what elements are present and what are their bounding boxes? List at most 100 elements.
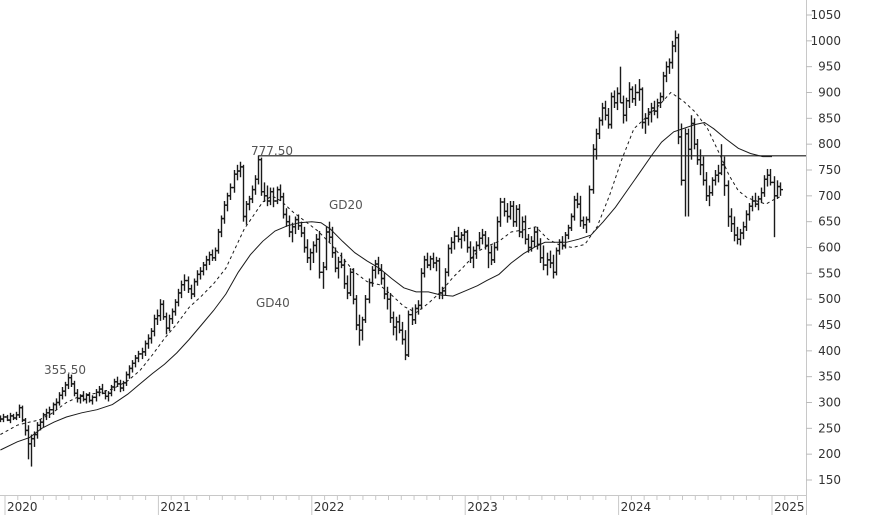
ohlc-bar bbox=[600, 102, 605, 126]
ohlc-bar bbox=[299, 221, 304, 238]
ohlc-bar bbox=[465, 229, 470, 253]
y-tick-label: 900 bbox=[818, 86, 841, 100]
x-tick-label: 2024 bbox=[621, 500, 652, 514]
y-tick-label: 1000 bbox=[810, 34, 841, 48]
ohlc-bar bbox=[198, 267, 203, 280]
ohlc-bar bbox=[133, 354, 138, 368]
ohlc-bar bbox=[664, 61, 669, 83]
ohlc-bar bbox=[149, 328, 154, 344]
ohlc-bar bbox=[259, 157, 264, 196]
x-tick-label: 2025 bbox=[774, 500, 805, 514]
ohlc-bar bbox=[474, 241, 479, 259]
x-tick-label: 2020 bbox=[7, 500, 38, 514]
ohlc-bar bbox=[615, 87, 620, 111]
ohlc-bar bbox=[182, 274, 187, 291]
ohlc-bar bbox=[413, 304, 418, 324]
ohlc-bar bbox=[591, 144, 596, 194]
x-axis: 2020 2021 2022 2023 2024 2025 bbox=[0, 495, 806, 515]
ohlc-bar bbox=[253, 175, 258, 195]
ohlc-bar bbox=[290, 222, 295, 243]
y-tick-label: 650 bbox=[818, 215, 841, 229]
high-value-label: 777.50 bbox=[251, 144, 293, 158]
ohlc-bar bbox=[508, 201, 513, 220]
ohlc-bar bbox=[232, 170, 237, 193]
ohlc-bar bbox=[560, 236, 565, 250]
y-tick-label: 500 bbox=[818, 292, 841, 306]
ohlc-bar bbox=[305, 239, 310, 263]
y-tick-label: 450 bbox=[818, 318, 841, 332]
ohlc-bar bbox=[284, 208, 289, 227]
ohlc-bar bbox=[762, 175, 767, 197]
ohlc-bar bbox=[683, 128, 688, 217]
ohlc-bar bbox=[753, 192, 758, 208]
ohlc-bar bbox=[391, 311, 396, 336]
x-tick-label: 2023 bbox=[467, 500, 498, 514]
ohlc-bar bbox=[520, 216, 525, 239]
ohlc-bar bbox=[158, 299, 163, 321]
ohlc-bar bbox=[143, 340, 148, 356]
ohlc-bar bbox=[480, 228, 485, 245]
ohlc-bar bbox=[136, 350, 141, 363]
ohlc-bar bbox=[210, 249, 215, 261]
ohlc-bar bbox=[468, 241, 473, 263]
ohlc-bar bbox=[228, 183, 233, 200]
ohlc-bar bbox=[11, 413, 16, 421]
ohlc-bar bbox=[621, 95, 626, 124]
ohlc-bar bbox=[127, 365, 132, 379]
ohlc-bar bbox=[643, 113, 648, 134]
ohlc-bar bbox=[207, 251, 212, 266]
ohlc-bar bbox=[603, 100, 608, 121]
ohlc-bar bbox=[17, 404, 22, 418]
ohlc-bar bbox=[492, 242, 497, 263]
ohlc-bar bbox=[707, 185, 712, 207]
ohlc-bar bbox=[47, 406, 52, 418]
ohlc-bar bbox=[440, 286, 445, 300]
ohlc-bar bbox=[394, 316, 399, 341]
ohlc-bar bbox=[434, 256, 439, 272]
ohlc-bar bbox=[250, 185, 255, 204]
y-tick-label: 150 bbox=[818, 473, 841, 487]
ohlc-bar bbox=[735, 226, 740, 245]
ohlc-bar bbox=[14, 411, 19, 421]
ohlc-bar bbox=[686, 128, 691, 217]
ohlc-bar bbox=[115, 376, 120, 387]
ohlc-bar bbox=[775, 180, 780, 199]
ohlc-bar bbox=[201, 261, 206, 276]
ohlc-bar bbox=[235, 164, 240, 181]
ohlc-bar bbox=[670, 40, 675, 69]
gd40-moving-average-line bbox=[0, 121, 772, 451]
ohlc-bar bbox=[449, 237, 454, 254]
ohlc-bar bbox=[630, 86, 635, 103]
ohlc-bar bbox=[673, 30, 678, 53]
ohlc-bar bbox=[287, 215, 292, 238]
ohlc-bar bbox=[345, 275, 350, 300]
ohlc-bar bbox=[57, 392, 62, 406]
ohlc-bar bbox=[548, 250, 553, 269]
ohlc-bar bbox=[765, 168, 770, 187]
y-tick-label: 750 bbox=[818, 163, 841, 177]
ohlc-bar bbox=[738, 228, 743, 246]
ohlc-bar bbox=[278, 184, 283, 201]
ohlc-bar bbox=[726, 180, 731, 227]
y-tick-label: 1050 bbox=[810, 8, 841, 22]
gd20-label: GD20 bbox=[329, 198, 363, 212]
ohlc-bar bbox=[385, 286, 390, 310]
y-tick-label: 700 bbox=[818, 189, 841, 203]
ohlc-bar bbox=[652, 100, 657, 116]
ohlc-bar bbox=[575, 192, 580, 209]
ohlc-bar bbox=[321, 261, 326, 289]
ohlc-bar bbox=[72, 380, 77, 397]
ohlc-bar bbox=[97, 385, 102, 397]
ohlc-bar bbox=[695, 139, 700, 165]
ohlc-bar bbox=[63, 381, 68, 397]
ohlc-bar bbox=[452, 230, 457, 250]
ohlc-bar bbox=[566, 224, 571, 240]
ohlc-bar bbox=[370, 266, 375, 287]
y-tick-label: 850 bbox=[818, 111, 841, 125]
ohlc-bar bbox=[26, 425, 31, 460]
ohlc-bar bbox=[265, 185, 270, 207]
ohlc-bar bbox=[713, 170, 718, 186]
ohlc-bar bbox=[23, 418, 28, 436]
ohlc-bar bbox=[756, 195, 761, 211]
ohlc-bar bbox=[719, 144, 724, 176]
